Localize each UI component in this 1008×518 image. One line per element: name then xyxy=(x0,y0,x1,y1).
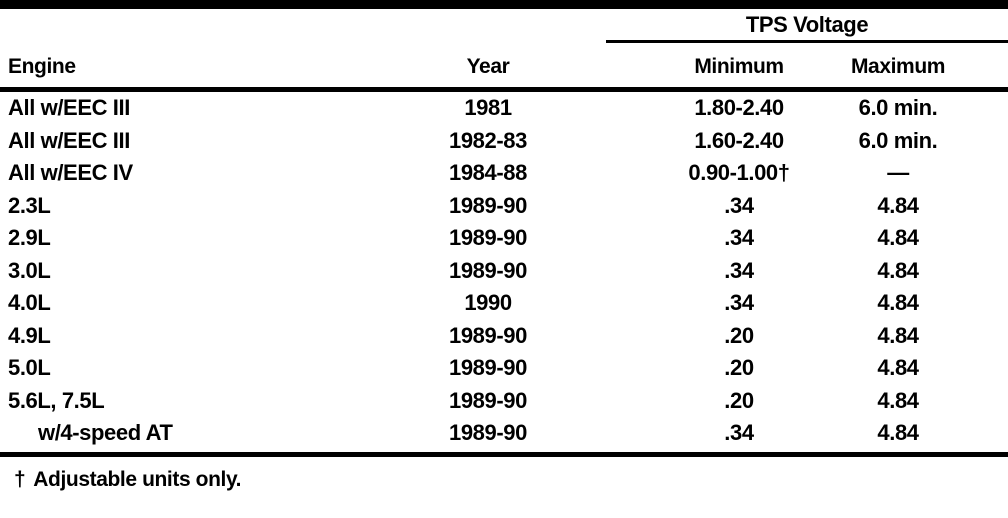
group-header-row: TPS Voltage xyxy=(0,9,1008,46)
cell-minimum: .20 xyxy=(724,322,754,348)
dagger-symbol: † xyxy=(14,467,26,491)
table-row: 5.0L 1989-90 .20 4.84 xyxy=(0,352,1008,385)
cell-minimum: 0.90-1.00† xyxy=(688,160,790,186)
bottom-rule xyxy=(0,451,1008,457)
cell-maximum: 6.0 min. xyxy=(858,95,938,121)
cell-minimum: .34 xyxy=(724,225,754,251)
cell-maximum: — xyxy=(887,160,909,186)
cell-maximum: 4.84 xyxy=(877,257,919,283)
footnote-text: Adjustable units only. xyxy=(33,467,242,491)
column-header-maximum: Maximum xyxy=(850,54,946,78)
table-row: 3.0L 1989-90 .34 4.84 xyxy=(0,255,1008,288)
cell-minimum: .34 xyxy=(724,192,754,218)
cell-minimum: .20 xyxy=(724,355,754,381)
cell-year: 1989-90 xyxy=(449,322,527,348)
table-row: 2.9L 1989-90 .34 4.84 xyxy=(0,222,1008,255)
cell-year: 1989-90 xyxy=(449,192,527,218)
cell-year: 1990 xyxy=(464,290,512,316)
cell-maximum: 4.84 xyxy=(877,355,919,381)
top-rule-step xyxy=(0,0,520,6)
column-header-year: Year xyxy=(466,54,510,78)
cell-maximum: 4.84 xyxy=(877,387,919,413)
tps-voltage-spec-table: TPS Voltage Engine Year Minimum Maximum … xyxy=(0,9,1008,492)
cell-year: 1989-90 xyxy=(449,355,527,381)
cell-engine: 5.6L, 7.5L xyxy=(8,387,105,413)
cell-minimum: .34 xyxy=(724,257,754,283)
column-header-engine: Engine xyxy=(8,54,76,78)
cell-engine: 4.9L xyxy=(8,322,51,348)
cell-maximum: 4.84 xyxy=(877,420,919,446)
cell-year: 1989-90 xyxy=(449,225,527,251)
cell-engine: All w/EEC IV xyxy=(8,160,133,186)
cell-minimum: .20 xyxy=(724,387,754,413)
cell-year: 1989-90 xyxy=(449,387,527,413)
table-row: 4.0L 1990 .34 4.84 xyxy=(0,287,1008,320)
top-rule xyxy=(0,0,1008,9)
cell-engine: 4.0L xyxy=(8,290,51,316)
table-row: All w/EEC III 1982-83 1.60-2.40 6.0 min. xyxy=(0,125,1008,158)
cell-minimum: .34 xyxy=(724,420,754,446)
cell-year: 1984-88 xyxy=(449,160,527,186)
table-row: w/4-speed AT 1989-90 .34 4.84 xyxy=(0,417,1008,450)
table-row: 5.6L, 7.5L 1989-90 .20 4.84 xyxy=(0,385,1008,418)
cell-engine: 2.9L xyxy=(8,225,51,251)
cell-year: 1982-83 xyxy=(449,127,527,153)
cell-maximum: 4.84 xyxy=(877,192,919,218)
cell-maximum: 4.84 xyxy=(877,225,919,251)
footnote: † Adjustable units only. xyxy=(0,457,1008,492)
cell-minimum: 1.60-2.40 xyxy=(694,127,784,153)
cell-engine: 5.0L xyxy=(8,355,51,381)
cell-year: 1989-90 xyxy=(449,257,527,283)
cell-engine: 3.0L xyxy=(8,257,51,283)
table-row: 4.9L 1989-90 .20 4.84 xyxy=(0,320,1008,353)
cell-maximum: 6.0 min. xyxy=(858,127,938,153)
cell-year: 1989-90 xyxy=(449,420,527,446)
cell-minimum: .34 xyxy=(724,290,754,316)
cell-engine: 2.3L xyxy=(8,192,51,218)
group-header-tps-voltage: TPS Voltage xyxy=(606,9,1008,43)
column-header-row: Engine Year Minimum Maximum xyxy=(0,46,1008,92)
cell-maximum: 4.84 xyxy=(877,322,919,348)
cell-engine: All w/EEC III xyxy=(8,95,130,121)
cell-maximum: 4.84 xyxy=(877,290,919,316)
table-row: All w/EEC III 1981 1.80-2.40 6.0 min. xyxy=(0,92,1008,125)
cell-minimum: 1.80-2.40 xyxy=(694,95,784,121)
cell-engine: All w/EEC III xyxy=(8,127,130,153)
table-row: All w/EEC IV 1984-88 0.90-1.00† — xyxy=(0,157,1008,190)
column-header-minimum: Minimum xyxy=(694,54,784,78)
table-row: 2.3L 1989-90 .34 4.84 xyxy=(0,190,1008,223)
cell-engine-sub: w/4-speed AT xyxy=(38,420,173,446)
cell-year: 1981 xyxy=(464,95,512,121)
